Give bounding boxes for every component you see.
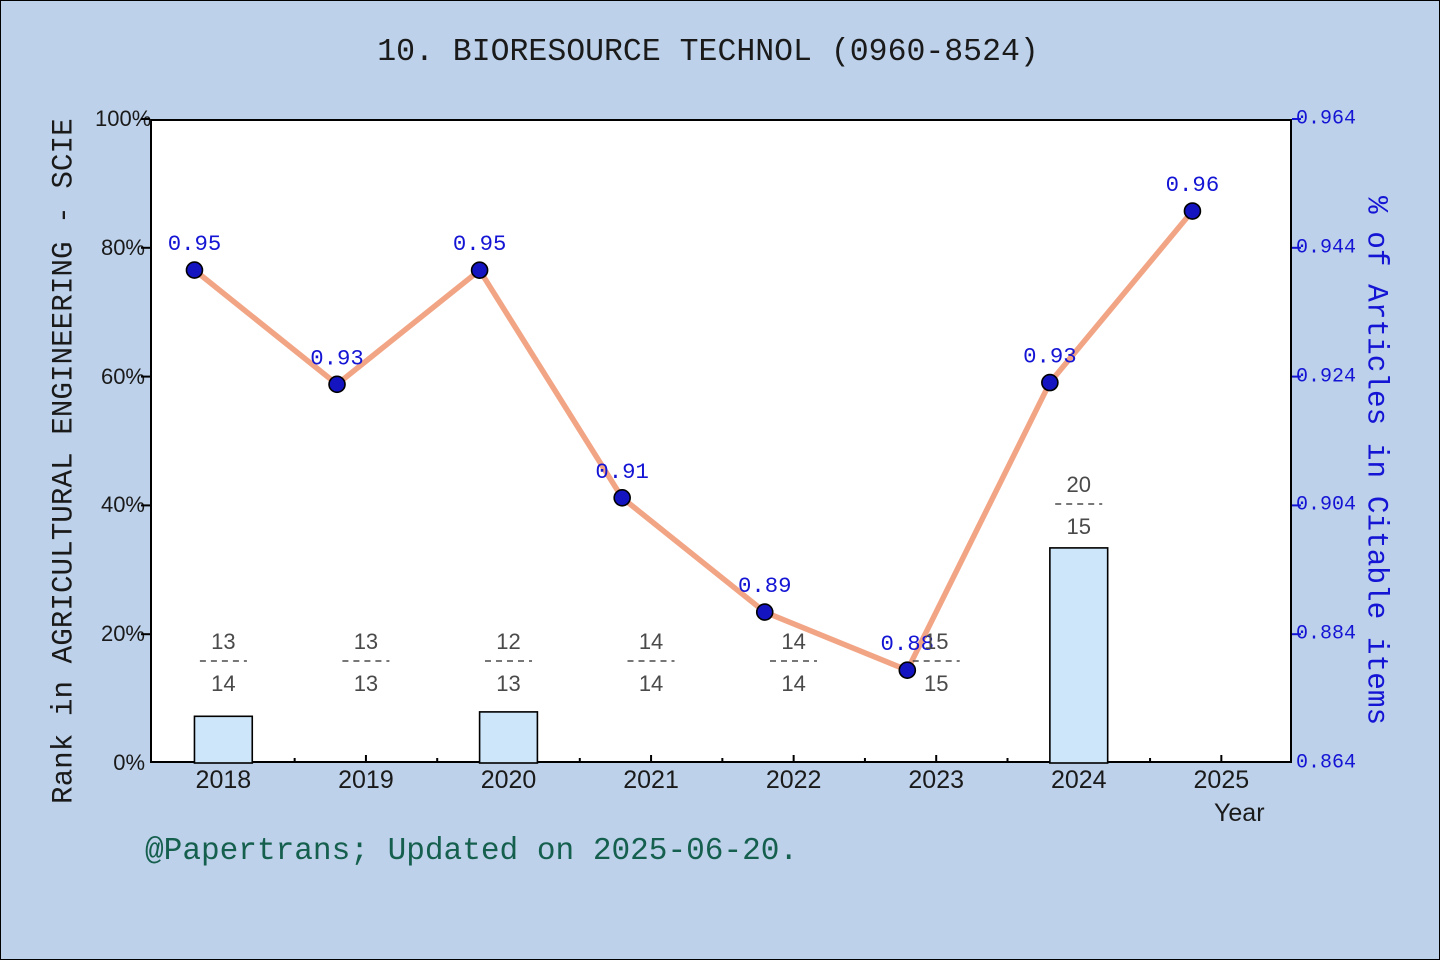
svg-text:15: 15 bbox=[924, 629, 948, 654]
svg-text:0.95: 0.95 bbox=[168, 231, 222, 257]
svg-text:15: 15 bbox=[1067, 514, 1091, 539]
svg-text:13: 13 bbox=[354, 629, 378, 654]
svg-text:0.89: 0.89 bbox=[738, 573, 792, 599]
svg-text:14: 14 bbox=[639, 629, 663, 654]
svg-text:12: 12 bbox=[496, 629, 520, 654]
svg-text:14: 14 bbox=[211, 671, 235, 696]
svg-text:0.95: 0.95 bbox=[453, 231, 507, 257]
svg-text:0.91: 0.91 bbox=[595, 459, 649, 485]
svg-text:0.93: 0.93 bbox=[310, 345, 364, 371]
svg-text:20: 20 bbox=[1067, 472, 1091, 497]
svg-text:13: 13 bbox=[354, 671, 378, 696]
svg-text:0.96: 0.96 bbox=[1166, 172, 1220, 198]
svg-text:14: 14 bbox=[781, 629, 805, 654]
svg-text:0.93: 0.93 bbox=[1023, 344, 1077, 370]
svg-text:13: 13 bbox=[211, 629, 235, 654]
svg-text:13: 13 bbox=[496, 671, 520, 696]
svg-text:14: 14 bbox=[639, 671, 663, 696]
svg-text:14: 14 bbox=[781, 671, 805, 696]
svg-text:15: 15 bbox=[924, 671, 948, 696]
